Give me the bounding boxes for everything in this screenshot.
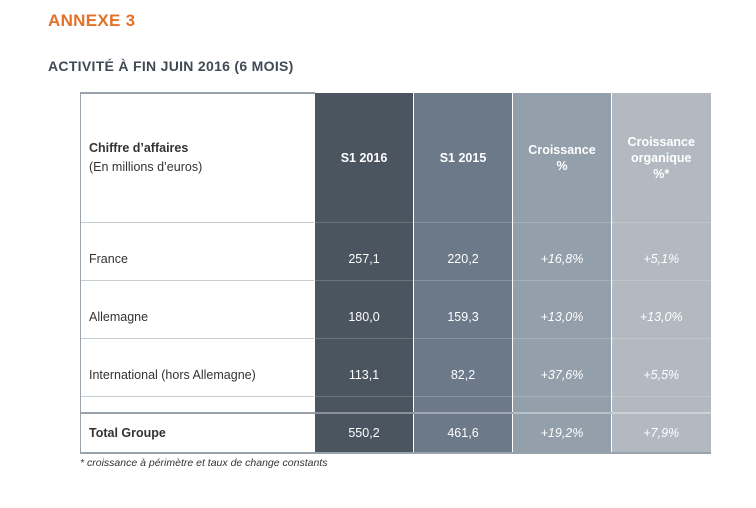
total-s1-2015: 461,6 <box>413 412 513 454</box>
total-croissance: +19,2% <box>512 412 612 454</box>
row-label: Allemagne <box>80 296 315 339</box>
table-row-international: International (hors Allemagne) 113,1 82,… <box>80 354 711 397</box>
cell-organique: +5,5% <box>611 354 711 397</box>
cell-s1-2016: 180,0 <box>314 296 414 339</box>
table-row-total: Total Groupe 550,2 461,6 +19,2% +7,9% <box>80 412 711 454</box>
cell-s1-2015: 82,2 <box>413 354 513 397</box>
header-organique-line3: %* <box>653 166 670 181</box>
header-s1-2015: S1 2015 <box>413 93 513 223</box>
cell-organique: +13,0% <box>611 296 711 339</box>
table-row-france: France 257,1 220,2 +16,8% +5,1% <box>80 238 711 281</box>
cell-croissance: +16,8% <box>512 238 612 281</box>
cell-croissance: +13,0% <box>512 296 612 339</box>
footnote: * croissance à périmètre et taux de chan… <box>80 457 328 469</box>
spacer-row <box>80 280 711 296</box>
total-label: Total Groupe <box>80 412 315 454</box>
header-croissance-line1: Croissance <box>528 142 596 157</box>
header-label-line2: (En millions d’euros) <box>89 160 203 174</box>
header-s1-2016: S1 2016 <box>314 93 414 223</box>
header-label-cell: Chiffre d’affaires (En millions d’euros) <box>80 92 315 223</box>
header-croissance-line2: % <box>556 158 568 173</box>
header-croissance: Croissance % <box>512 93 612 223</box>
revenue-table: Chiffre d’affaires (En millions d’euros)… <box>80 92 711 454</box>
spacer-row <box>80 338 711 354</box>
cell-organique: +5,1% <box>611 238 711 281</box>
header-organique: Croissance organique %* <box>611 93 711 223</box>
row-label: France <box>80 238 315 281</box>
header-organique-line1: Croissance <box>627 134 695 149</box>
cell-s1-2015: 220,2 <box>413 238 513 281</box>
section-subtitle: ACTIVITÉ À FIN JUIN 2016 (6 MOIS) <box>48 58 294 74</box>
header-label-line1: Chiffre d’affaires <box>89 141 189 155</box>
cell-s1-2015: 159,3 <box>413 296 513 339</box>
header-organique-line2: organique <box>631 150 692 165</box>
annex-title: ANNEXE 3 <box>48 11 136 30</box>
spacer-row <box>80 396 711 413</box>
cell-s1-2016: 113,1 <box>314 354 414 397</box>
cell-croissance: +37,6% <box>512 354 612 397</box>
total-s1-2016: 550,2 <box>314 412 414 454</box>
table-header-row: Chiffre d’affaires (En millions d’euros)… <box>80 92 711 223</box>
spacer-row <box>80 222 711 238</box>
table-row-allemagne: Allemagne 180,0 159,3 +13,0% +13,0% <box>80 296 711 339</box>
cell-s1-2016: 257,1 <box>314 238 414 281</box>
row-label: International (hors Allemagne) <box>80 354 315 397</box>
total-organique: +7,9% <box>611 412 711 454</box>
